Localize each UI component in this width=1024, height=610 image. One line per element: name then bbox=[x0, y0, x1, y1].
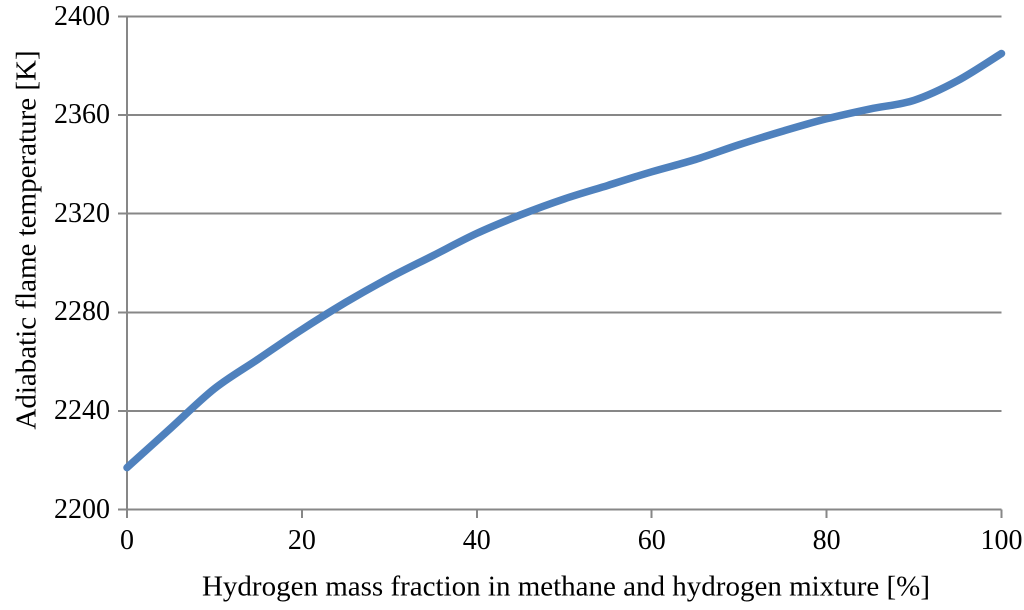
axis-ticks bbox=[118, 15, 1003, 518]
y-axis-title: Adiabatic flame temperature [K] bbox=[10, 50, 43, 430]
y-tick-label: 2360 bbox=[54, 99, 110, 131]
temperature-line-series bbox=[123, 49, 1006, 472]
y-tick-label: 2400 bbox=[54, 0, 110, 32]
y-tick-label: 2320 bbox=[54, 197, 110, 229]
y-tick-label: 2200 bbox=[54, 493, 110, 525]
y-tick-label: 2280 bbox=[54, 296, 110, 328]
y-tick-label: 2240 bbox=[54, 394, 110, 426]
x-tick-label: 20 bbox=[287, 525, 316, 556]
axis-lines bbox=[118, 16, 1002, 518]
x-tick-label: 100 bbox=[980, 525, 1023, 556]
x-tick-label: 40 bbox=[462, 525, 491, 556]
x-axis-title: Hydrogen mass fraction in methane and hy… bbox=[201, 570, 931, 603]
x-tick-label: 0 bbox=[120, 525, 134, 556]
x-tick-label: 80 bbox=[812, 525, 841, 556]
x-tick-label: 60 bbox=[637, 525, 666, 556]
gridlines bbox=[127, 15, 1002, 412]
